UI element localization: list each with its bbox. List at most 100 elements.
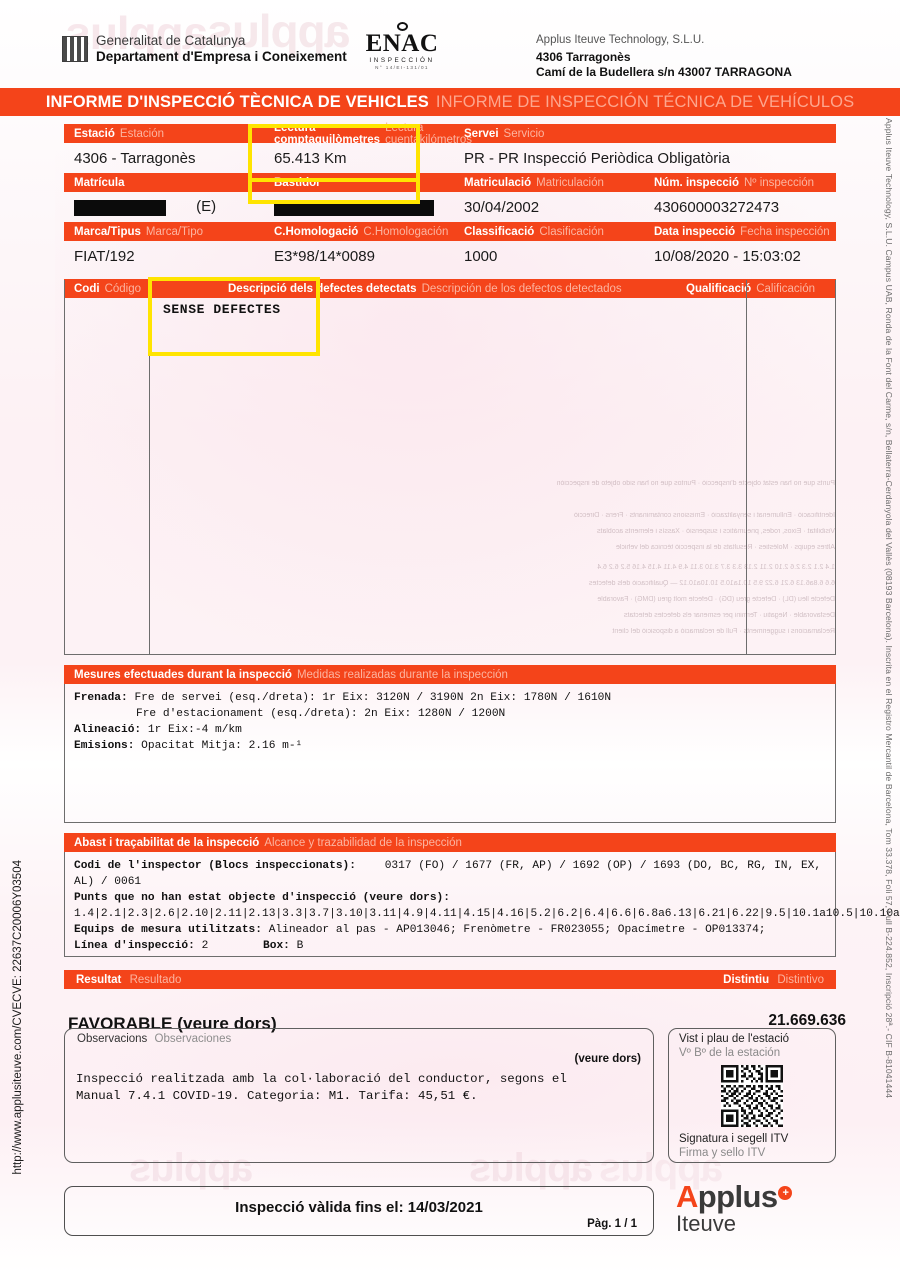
measures-line-estacionament: Fre d'estacionament (esq./dreta): 2n Eix… [136,707,506,720]
label-qualificacio: Qualificació Calificación [686,282,815,295]
label-num-inspeccio: Núm. inspecció Nº inspección [654,176,815,189]
applus-plus-icon: + [778,1185,793,1200]
measures-line-alineacio: Alineació: 1r Eix:-4 m/km [74,723,242,736]
observations-label: Observacions Observaciones [77,1033,232,1045]
band-measures: Mesures efectuades durant la inspecció M… [64,665,836,684]
qr-code-icon [721,1065,783,1127]
row-estacio-values: 4306 - Tarragonès 65.413 Km PR - PR Insp… [64,143,836,173]
stamp-label-es: Vº Bº de la estación [679,1047,781,1059]
band-scope: Abast i traçabilitat de la inspecció Alc… [64,833,836,852]
observations-box: Observacions Observaciones (veure dors) … [64,1028,654,1163]
enac-logo: ENAC INSPECCIÓN N° 14/EI-131/01 [356,22,448,70]
value-lectura-comptaquilometres: 65.413 Km [274,149,347,167]
band-marca-row: Marca/Tipus Marca/Tipo C.Homologació C.H… [64,222,836,241]
observations-veure-dors: (veure dors) [574,1053,641,1065]
applus-wordmark: Applus + [676,1179,793,1214]
reverse-show-through: 1.4 2.1 2.3 2.6 2.10 2.11 2.13 3.3 3.7 3… [597,564,835,571]
company-address: Camí de la Budellera s/n 43007 TARRAGONA [536,65,792,80]
label-bastidor: Bastidor [274,176,321,189]
applus-iteuve-logo: Applus + Iteuve [676,1179,793,1236]
label-descripcio-defectes: Descripció dels defectes detectats Descr… [228,282,622,295]
column-divider-codi [149,280,150,654]
measures-line-emisions: Emisions: Opacitat Mitja: 2.16 m-¹ [74,739,303,752]
label-data-inspeccio: Data inspecció Fecha inspección [654,225,830,238]
reverse-show-through: Identificació · Enllumenat i senyalitzac… [573,512,835,519]
observations-text: Inspecció realitzada amb la col·laboraci… [76,1071,643,1105]
legal-sidebar: Applus Iteuve Technology, S.L.U. Campus … [884,118,894,1099]
label-classificacio: Classificació Clasificación [464,225,604,238]
defects-table: SENSE DEFECTES Punts que no han estat ob… [64,280,836,655]
value-matriculacio: 30/04/2002 [464,198,540,216]
validity-text: Inspecció vàlida fins el: 14/03/2021 [235,1199,483,1216]
label-distintiu: Distintiu Distintivo [723,973,824,986]
result-header: Resultat Resultado Distintiu Distintivo [64,970,836,989]
value-homologacio: E3*98/14*0089 [274,247,375,265]
page-number: Pàg. 1 / 1 [587,1218,637,1230]
observations-line1: Inspecció realitzada amb la col·laboraci… [76,1072,567,1086]
reverse-show-through: Visibilitat · Eixos, rodes, pneumàtics i… [597,528,835,535]
enac-dot-icon [396,22,408,31]
scope-line-equipment: Equips de mesura utilitzats: Alineador a… [74,923,766,936]
page-title-es: INFORME DE INSPECCIÓN TÉCNICA DE VEHÍCUL… [435,92,855,111]
label-resultat: Resultat Resultado [76,973,182,986]
label-marca-tipus: Marca/Tipus Marca/Tipo [74,225,203,238]
generalitat-logo-group: Generalitat de Catalunya Departament d'E… [62,33,347,64]
validity-box: Inspecció vàlida fins el: 14/03/2021 Pàg… [64,1186,654,1236]
document-header: Generalitat de Catalunya Departament d'E… [0,0,900,92]
company-station: 4306 Tarragonès [536,49,631,64]
label-scope: Abast i traçabilitat de la inspecció Alc… [74,836,462,849]
row-matricula-values: (E) 30/04/2002 430600003272473 [64,192,836,222]
band-result: Resultat Resultado Distintiu Distintivo [64,970,836,989]
band-matricula-row: Matrícula Bastidor Matriculació Matricul… [64,173,836,192]
measures-section: Mesures efectuades durant la inspecció M… [64,665,836,823]
generalitat-shield-icon [62,35,88,62]
applus-rest: pplus [697,1179,778,1214]
scope-line-inspector: Codi de l'inspector (Blocs inspeccionats… [74,860,822,888]
company-address-block: Applus Iteuve Technology, S.L.U. 4306 Ta… [536,33,792,80]
label-matriculacio: Matriculació Matriculación [464,176,604,189]
distintiu-number: 21.669.636 [768,1012,846,1029]
value-servei: PR - PR Inspecció Periòdica Obligatòria [464,149,730,167]
enac-accreditation-code: N° 14/EI-131/01 [375,64,429,70]
redaction-bar-bastidor [274,199,434,216]
defects-header: Codi Código Descripció dels defectes det… [64,279,836,298]
generalitat-line1: Generalitat de Catalunya [96,33,246,48]
document-title-bar: INFORME D'INSPECCIÓ TÈCNICA DE VEHICLES … [0,88,900,116]
reverse-show-through: Reclamacions i suggeriments · Full de re… [612,628,835,635]
redaction-bar-matricula [74,199,166,216]
cve-url[interactable]: http://www.applusiteuve.com/CVE [12,1001,24,1175]
value-data-inspeccio: 10/08/2020 - 15:03:02 [654,247,801,265]
company-name: Applus Iteuve Technology, S.L.U. [536,34,705,46]
signature-label-ca: Signatura i segell ITV [679,1133,789,1145]
value-matricula: (E) [64,198,264,216]
band-estacio-row: Estació Estación Lectura comptaquilòmetr… [64,122,836,146]
reverse-show-through: Desfavorable · Negatiu · Termini per esm… [623,612,835,619]
label-estacio: Estació Estación [74,127,165,140]
signature-label-es: Firma y sello ITV [679,1147,766,1159]
label-codi: Codi Código [74,282,142,295]
page-title-ca: INFORME D'INSPECCIÓ TÈCNICA DE VEHICLES [45,92,429,111]
label-homologacio: C.Homologació C.Homologación [274,225,449,238]
reverse-show-through: Altres equips · Molèsties · Resultats de… [615,544,835,551]
observations-line2: Manual 7.4.1 COVID-19. Categoria: M1. Ta… [76,1089,478,1104]
generalitat-line2: Departament d'Empresa i Coneixement [96,48,347,64]
value-bastidor [264,198,454,216]
measures-line-frenada: Frenada: Fre de servei (esq./dreta): 1r … [74,692,612,704]
value-estacio: 4306 - Tarragonès [74,149,196,167]
label-measures: Mesures efectuades durant la inspecció M… [74,668,508,681]
enac-wordmark: ENAC [365,30,439,57]
scope-body: Codi de l'inspector (Blocs inspeccionats… [64,852,900,957]
scope-section: Abast i traçabilitat de la inspecció Alc… [64,833,900,957]
reverse-show-through: Punts que no han estat objecte d'inspecc… [556,480,835,487]
cve-sidebar: http://www.applusiteuve.com/CVECVE: 2263… [10,860,26,1175]
label-matricula: Matrícula [74,176,125,189]
reverse-show-through: Defecte lleu (DL) · Defecte greu (DG) · … [597,596,835,603]
value-matricula-country: (E) [196,198,217,216]
applus-initial: A [676,1179,698,1214]
defects-row-description: SENSE DEFECTES [163,302,281,317]
stamp-box: Vist i plau de l'estació Vº Bº de la est… [668,1028,836,1163]
row-marca-values: FIAT/192 E3*98/14*0089 1000 10/08/2020 -… [64,241,836,271]
measures-body: Frenada: Fre de servei (esq./dreta): 1r … [64,684,836,823]
label-servei: Servei Servicio [464,127,545,140]
